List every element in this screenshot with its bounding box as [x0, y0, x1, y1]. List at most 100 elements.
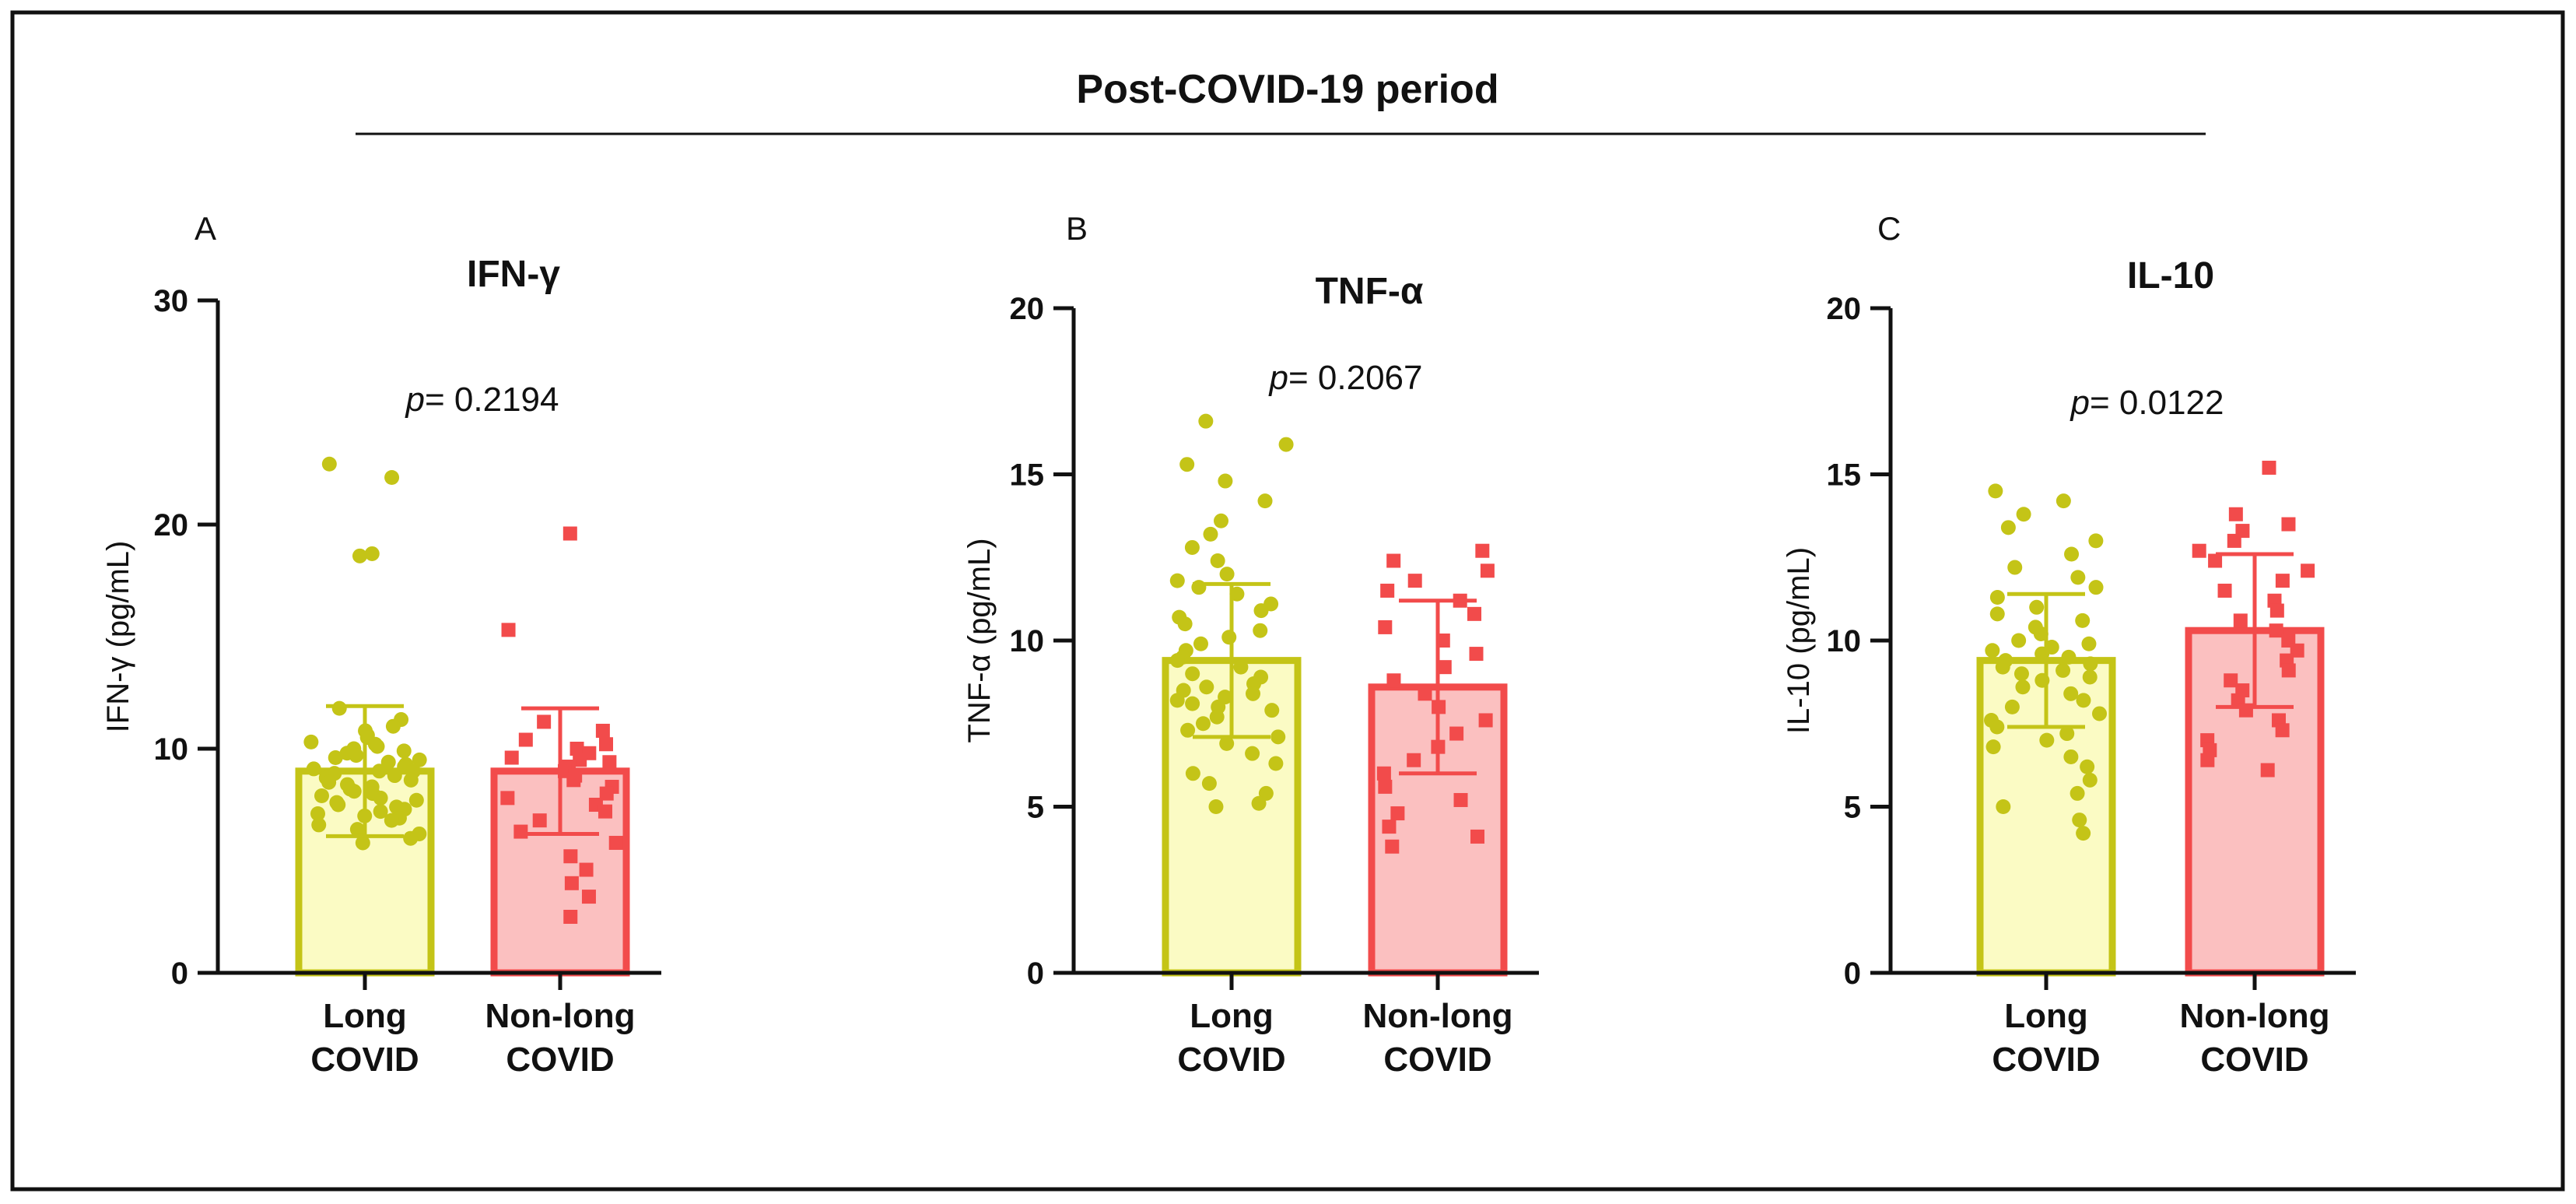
data-point: [370, 739, 385, 754]
data-point: [2015, 679, 2031, 695]
data-point: [1184, 539, 1200, 555]
data-point: [1418, 686, 1432, 701]
panel-title: TNF-α: [1316, 271, 1424, 312]
y-tick-label: 10: [154, 732, 189, 767]
data-point: [1185, 766, 1200, 781]
data-point: [1469, 647, 1484, 662]
data-point: [563, 910, 578, 924]
data-point: [2075, 613, 2091, 628]
data-point: [501, 623, 516, 637]
data-point: [2290, 643, 2304, 658]
bar-nonlong: [2185, 627, 2325, 977]
data-point: [1985, 643, 2000, 658]
data-point: [2076, 693, 2091, 708]
data-point: [1382, 820, 1397, 834]
data-point: [1475, 543, 1490, 558]
data-point: [581, 890, 596, 904]
data-point: [1378, 779, 1393, 794]
y-tick-label: 30: [154, 284, 189, 318]
data-point: [570, 742, 584, 756]
y-tick-label: 20: [1827, 292, 1862, 326]
data-point: [2063, 749, 2079, 764]
data-point: [1180, 722, 1196, 738]
data-point: [599, 737, 614, 752]
data-point: [1193, 636, 1208, 651]
panel-b: B TNF-α p= 0.2067 TNF-α (pg/mL) Long COVID Non…: [962, 210, 1539, 1079]
data-point: [2083, 656, 2098, 672]
y-tick-label: 5: [1844, 791, 1861, 825]
category-label-nonlong: Non-long: [2179, 997, 2329, 1035]
data-point: [396, 743, 412, 759]
data-point: [1378, 620, 1393, 634]
data-point: [1995, 659, 2010, 675]
data-point: [2004, 699, 2020, 714]
panel-title: IFN-γ: [467, 254, 560, 295]
data-point: [2208, 553, 2223, 568]
data-point: [384, 470, 400, 486]
category-label-nonlong: COVID: [1383, 1041, 1491, 1079]
data-point: [2016, 507, 2031, 522]
data-point: [2070, 570, 2086, 585]
data-point: [1268, 756, 1284, 771]
data-point: [310, 806, 326, 822]
data-point: [513, 824, 528, 839]
y-tick-label: 15: [1010, 458, 1045, 493]
data-point: [364, 546, 380, 561]
y-tick-label: 20: [154, 508, 189, 542]
y-tick-label: 10: [1010, 624, 1045, 658]
data-point: [2013, 666, 2029, 682]
data-point: [2064, 546, 2080, 562]
data-point: [1449, 726, 1464, 741]
data-point: [1470, 829, 1485, 844]
data-point: [1989, 589, 2005, 605]
data-point: [1179, 457, 1195, 472]
data-point: [355, 835, 370, 851]
category-label-long: Long: [323, 997, 407, 1035]
data-point: [1169, 653, 1185, 669]
data-point: [1478, 713, 1493, 728]
panel-a: A IFN-γ p= 0.2194 IFN-γ (pg/mL) Long COVID Non…: [101, 210, 661, 1079]
data-point: [412, 752, 427, 767]
panel-letter: C: [1877, 210, 1901, 247]
data-point: [573, 753, 587, 767]
figure-title: Post-COVID-19 period: [1076, 67, 1498, 112]
data-point: [1195, 716, 1211, 732]
data-point: [346, 784, 362, 799]
data-point: [1467, 606, 1482, 621]
data-point: [2224, 673, 2238, 688]
panel-title: IL-10: [2127, 255, 2214, 297]
p-value-number: = 0.2067: [1288, 359, 1423, 397]
data-point: [2088, 580, 2104, 595]
data-point: [537, 714, 552, 729]
p-value: p= 0.2067: [1268, 359, 1423, 397]
points-long: [1169, 413, 1294, 814]
y-tick-label: 5: [1027, 791, 1044, 825]
data-point: [303, 734, 319, 749]
y-tick-label: 0: [1027, 957, 1044, 991]
y-tick-label: 15: [1827, 458, 1862, 493]
data-point: [564, 876, 579, 890]
data-point: [563, 849, 578, 864]
data-point: [1253, 603, 1269, 619]
data-point: [1385, 839, 1400, 854]
category-label-long: COVID: [1177, 1041, 1285, 1079]
data-point: [598, 804, 612, 819]
data-point: [1199, 679, 1214, 695]
data-point: [518, 732, 533, 747]
data-point: [408, 792, 424, 808]
data-point: [1437, 660, 1452, 675]
data-point: [2227, 533, 2241, 548]
points-nonlong: [2192, 460, 2315, 778]
data-point: [2192, 543, 2206, 558]
category-label-nonlong: COVID: [506, 1041, 614, 1079]
data-point: [2260, 763, 2275, 778]
data-point: [595, 723, 610, 738]
data-point: [2233, 613, 2248, 628]
data-point: [2039, 732, 2055, 748]
data-point: [2275, 574, 2290, 588]
data-point: [1203, 526, 1218, 542]
data-point: [373, 790, 388, 806]
data-point: [380, 754, 396, 770]
data-point: [384, 813, 399, 828]
data-point: [1380, 583, 1395, 598]
